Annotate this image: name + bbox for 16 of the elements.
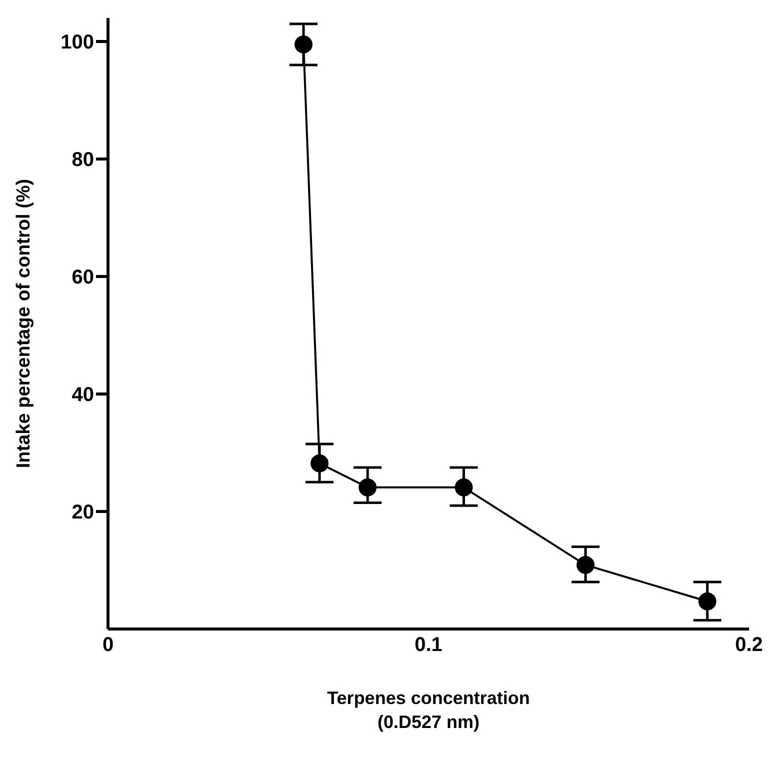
y-tick-label: 40 xyxy=(72,384,94,406)
y-tick-label: 60 xyxy=(72,266,94,289)
x-axis-title: Terpenes concentration (0.D527 nm) xyxy=(327,688,530,732)
y-tick-label: 100 xyxy=(60,32,94,54)
point xyxy=(358,478,377,496)
point xyxy=(698,592,716,610)
y-tick-label: 20 xyxy=(72,502,94,524)
x-tick-label: 0.2 xyxy=(735,634,763,656)
point xyxy=(454,478,473,496)
x-tick-label: 0 xyxy=(102,634,114,656)
point xyxy=(576,556,595,574)
y-axis-title: Intake percentage of control (%) xyxy=(14,178,35,468)
y-tick-label: 80 xyxy=(72,149,94,172)
point xyxy=(310,454,329,472)
point xyxy=(294,35,313,54)
x-tick-label: 0.1 xyxy=(414,634,442,656)
